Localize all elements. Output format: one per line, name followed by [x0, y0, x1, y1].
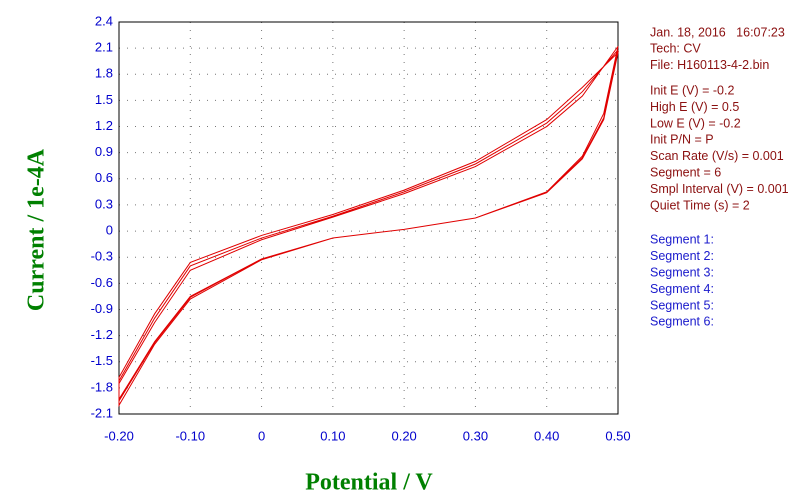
segment-line: Segment 1:: [650, 233, 714, 247]
y-tick-label: 1.2: [95, 118, 113, 133]
parameter-line: Quiet Time (s) = 2: [650, 198, 750, 212]
x-tick-label: -0.10: [175, 428, 205, 443]
info-line: Tech: CV: [650, 42, 701, 56]
plot-frame: [118, 21, 619, 415]
parameter-line: Init P/N = P: [650, 133, 714, 147]
x-tick-label: 0.30: [463, 428, 488, 443]
x-tick-label: 0.10: [320, 428, 345, 443]
y-tick-label: -0.9: [91, 301, 113, 316]
y-tick-label: -2.1: [91, 405, 113, 420]
y-axis-label: Current / 1e-4A: [24, 148, 50, 311]
y-tick-label: -1.8: [91, 379, 113, 394]
x-tick-label: 0.20: [391, 428, 416, 443]
parameter-line: Init E (V) = -0.2: [650, 83, 734, 97]
y-tick-label: 2.4: [95, 13, 113, 28]
y-tick-label: 1.8: [95, 66, 113, 81]
parameter-line: Smpl Interval (V) = 0.001: [650, 182, 789, 196]
segment-line: Segment 2:: [650, 249, 714, 263]
y-tick-label: -1.2: [91, 327, 113, 342]
segment-line: Segment 3:: [650, 265, 714, 279]
segment-line: Segment 4:: [650, 282, 714, 296]
parameter-line: Low E (V) = -0.2: [650, 116, 741, 130]
x-tick-label: -0.20: [104, 428, 134, 443]
y-tick-label: 0: [106, 223, 113, 238]
y-tick-label: -0.6: [91, 275, 113, 290]
segment-line: Segment 6:: [650, 315, 714, 329]
y-tick-label: -0.3: [91, 249, 113, 264]
y-tick-label: 2.1: [95, 40, 113, 55]
y-tick-label: -1.5: [91, 353, 113, 368]
x-tick-label: 0.40: [534, 428, 559, 443]
y-tick-label: 1.5: [95, 92, 113, 107]
segment-line: Segment 5:: [650, 298, 714, 312]
info-line: Jan. 18, 2016 16:07:23: [650, 25, 785, 39]
y-tick-label: 0.6: [95, 170, 113, 185]
y-tick-label: 0.9: [95, 144, 113, 159]
parameter-line: Segment = 6: [650, 165, 721, 179]
data-line: [118, 46, 619, 408]
info-line: File: H160113-4-2.bin: [650, 58, 769, 72]
parameter-line: Scan Rate (V/s) = 0.001: [650, 149, 784, 163]
x-axis-label: Potential / V: [305, 470, 433, 496]
x-tick-label: 0: [258, 428, 265, 443]
y-tick-label: 0.3: [95, 196, 113, 211]
parameter-line: High E (V) = 0.5: [650, 100, 739, 114]
x-tick-label: 0.50: [605, 428, 630, 443]
